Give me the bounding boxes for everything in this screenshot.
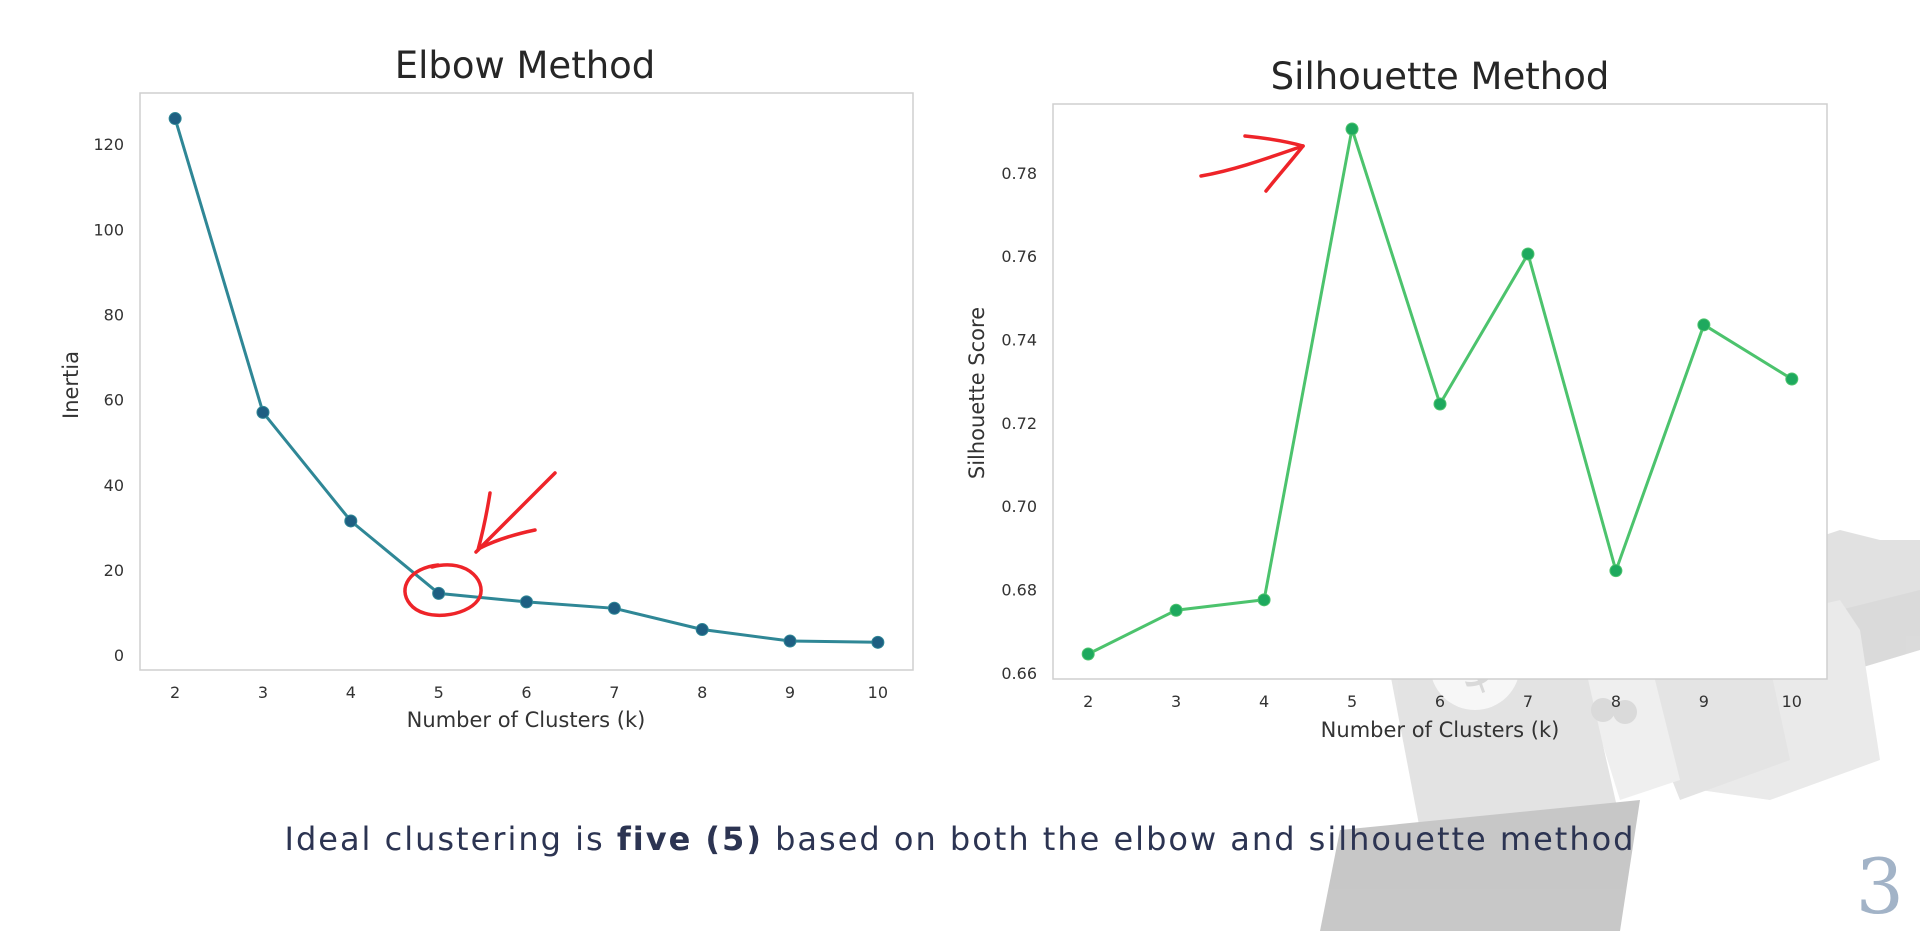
elbow-x-ticks: 2 3 4 5 6 7 8 9 10 <box>170 683 888 702</box>
silhouette-x-ticks: 2 3 4 5 6 7 8 9 10 <box>1083 692 1802 711</box>
silhouette-arrow-head-top <box>1243 134 1305 148</box>
elbow-y-axis-label: Inertia <box>59 351 83 419</box>
caption-text-after: based on both the elbow and silhouette m… <box>762 820 1636 858</box>
page-number: 3 <box>1855 842 1904 931</box>
silhouette-x-tick-label: 3 <box>1171 692 1181 711</box>
elbow-y-tick-label: 60 <box>104 391 124 410</box>
elbow-y-tick-label: 120 <box>93 135 124 154</box>
silhouette-data-point <box>1169 603 1183 617</box>
elbow-data-point <box>520 595 533 609</box>
elbow-x-tick-label: 10 <box>868 683 888 702</box>
silhouette-chart-title: Silhouette Method <box>1271 55 1610 98</box>
silhouette-y-tick-label: 0.74 <box>1001 330 1037 349</box>
elbow-chart-title: Elbow Method <box>395 44 656 87</box>
silhouette-x-tick-label: 4 <box>1259 692 1269 711</box>
silhouette-annotation <box>1199 134 1305 193</box>
silhouette-data-point <box>1697 318 1711 332</box>
elbow-x-tick-label: 8 <box>697 683 707 702</box>
elbow-x-tick-label: 5 <box>434 683 444 702</box>
silhouette-plot-area <box>1052 103 1828 680</box>
elbow-y-tick-label: 0 <box>114 646 124 665</box>
silhouette-y-tick-label: 0.68 <box>1001 580 1037 599</box>
silhouette-x-tick-label: 8 <box>1611 692 1621 711</box>
silhouette-y-tick-label: 0.78 <box>1001 164 1037 183</box>
silhouette-x-tick-label: 6 <box>1435 692 1445 711</box>
silhouette-data-point <box>1345 122 1359 136</box>
elbow-arrow-head-left <box>476 491 492 552</box>
silhouette-chart-svg: Silhouette Method 2 3 4 5 6 7 8 9 10 0.66 0.68 0.7… <box>965 55 1828 742</box>
elbow-annotation <box>403 471 557 618</box>
elbow-chart: Elbow Method 2 3 4 5 6 7 8 9 10 0 20 40 60 80 100 120 … <box>0 0 930 750</box>
silhouette-x-tick-label: 5 <box>1347 692 1357 711</box>
elbow-data-point <box>256 405 270 419</box>
elbow-plot-area <box>139 92 914 671</box>
elbow-y-tick-label: 80 <box>104 305 124 324</box>
elbow-data-point <box>607 601 621 615</box>
elbow-data-point <box>344 514 358 528</box>
silhouette-data-point <box>1433 397 1447 411</box>
silhouette-data-point <box>1785 372 1799 386</box>
elbow-y-ticks: 0 20 40 60 80 100 120 <box>93 135 124 665</box>
elbow-data-point <box>695 623 709 637</box>
elbow-y-tick-label: 20 <box>104 561 124 580</box>
elbow-x-tick-label: 4 <box>346 683 356 702</box>
elbow-x-axis-label: Number of Clusters (k) <box>407 708 646 732</box>
elbow-y-tick-label: 40 <box>104 476 124 495</box>
elbow-y-tick-label: 100 <box>93 220 124 239</box>
elbow-arrow-shaft <box>474 471 557 554</box>
caption-text-before: Ideal clustering is <box>284 820 617 858</box>
elbow-data-point <box>783 634 797 648</box>
silhouette-x-axis-label: Number of Clusters (k) <box>1321 718 1560 742</box>
silhouette-y-tick-label: 0.66 <box>1001 664 1037 683</box>
elbow-x-tick-label: 9 <box>785 683 795 702</box>
silhouette-chart: Silhouette Method 2 3 4 5 6 7 8 9 10 0.66 0.68 0.7… <box>945 0 1845 760</box>
silhouette-data-point <box>1521 247 1535 261</box>
silhouette-y-tick-label: 0.72 <box>1001 414 1037 433</box>
silhouette-arrow-head-bottom <box>1264 144 1305 193</box>
caption-emphasis: five (5) <box>616 820 763 858</box>
caption: Ideal clustering is five (5) based on bo… <box>0 820 1920 858</box>
silhouette-x-tick-label: 2 <box>1083 692 1093 711</box>
elbow-x-tick-label: 7 <box>609 683 619 702</box>
elbow-x-tick-label: 3 <box>258 683 268 702</box>
silhouette-x-tick-label: 9 <box>1699 692 1709 711</box>
silhouette-data-point <box>1257 593 1271 607</box>
silhouette-data-point <box>1081 647 1095 661</box>
silhouette-points <box>1081 122 1799 661</box>
elbow-chart-svg: Elbow Method 2 3 4 5 6 7 8 9 10 020406080100120 … <box>59 44 914 732</box>
silhouette-x-tick-label: 7 <box>1523 692 1533 711</box>
elbow-arrow-head-right <box>478 528 537 550</box>
elbow-circle-annotation <box>403 563 483 618</box>
elbow-data-point <box>432 586 446 600</box>
silhouette-y-tick-label: 0.70 <box>1001 497 1037 516</box>
silhouette-y-axis-label: Silhouette Score <box>965 307 989 479</box>
silhouette-y-tick-label: 0.76 <box>1001 247 1037 266</box>
elbow-points <box>168 112 885 649</box>
silhouette-y-ticks: 0.66 0.68 0.70 0.72 0.74 0.76 0.78 <box>1001 164 1037 683</box>
elbow-x-tick-label: 6 <box>521 683 531 702</box>
elbow-x-tick-label: 2 <box>170 683 180 702</box>
elbow-data-point <box>871 635 885 649</box>
silhouette-arrow-shaft <box>1199 144 1305 178</box>
silhouette-data-point <box>1609 564 1623 578</box>
elbow-data-point <box>168 112 182 126</box>
silhouette-x-tick-label: 10 <box>1782 692 1802 711</box>
